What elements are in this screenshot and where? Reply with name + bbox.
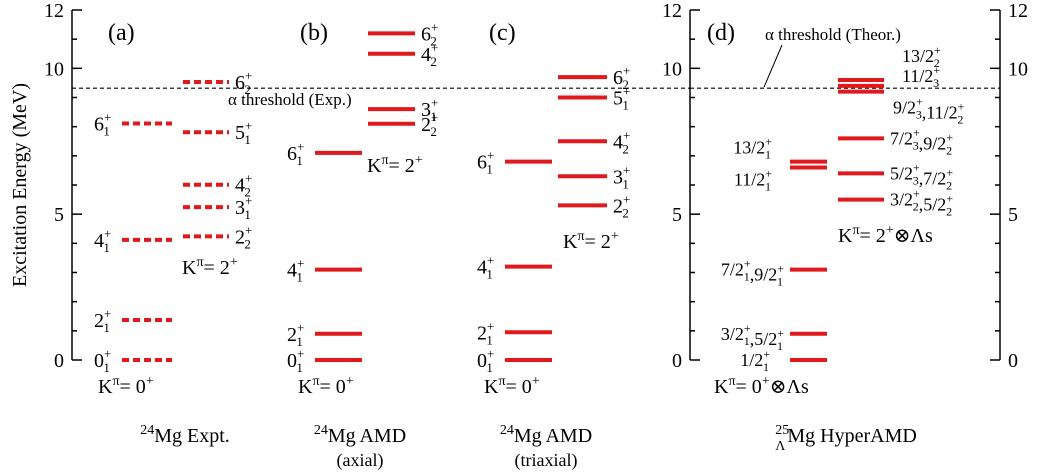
hyper-label-d-1-3: 9/2+ 3,11/2+ 2 xyxy=(893,95,965,127)
y-tick-label-right: 10 xyxy=(1008,58,1028,80)
y-tick-label-right: 5 xyxy=(1008,204,1018,226)
spin-label-b-0-0: 0+ 1 xyxy=(287,346,304,375)
panel-letter-c: (c) xyxy=(489,20,516,46)
spin-label-b-0-1: 2+ 1 xyxy=(287,320,304,349)
y-axis-label: Excitation Energy (MeV) xyxy=(9,83,31,287)
y-tick-label-left-1: 0 xyxy=(54,350,64,372)
spin-label-c-1-0: 2+ 2 xyxy=(613,191,630,220)
labels-layer: (a)24Mg Expt.Kπ= 0+0+ 12+ 14+ 16+ 1Kπ= 2+2+ 2… xyxy=(94,19,965,471)
hyper-label-d-1-2: 7/2+ 3,9/2+ 2 xyxy=(890,125,953,157)
band-label-d-1: Kπ= 2+⊗Λs xyxy=(838,223,933,247)
spin-label-c-0-0: 0+ 1 xyxy=(477,346,494,375)
panel-letter-a: (a) xyxy=(108,20,135,46)
band-label-a-1: Kπ= 2+ xyxy=(182,255,238,279)
threshold-pointer-theor xyxy=(763,44,783,88)
panel-subtitle-c: (triaxial) xyxy=(515,450,578,471)
band-label-c-1: Kπ= 2+ xyxy=(563,229,619,253)
y-tick-label-left-2: 0 xyxy=(672,350,682,372)
hyper-label-d-0-4: 13/2+ 1 xyxy=(733,135,772,162)
hyper-label-d-1-1: 5/2+ 3,7/2+ 2 xyxy=(890,160,953,192)
threshold-label-theor: α threshold (Theor.) xyxy=(765,25,901,44)
threshold-label-exp: α threshold (Exp.) xyxy=(228,90,352,109)
spin-label-a-0-2: 4+ 1 xyxy=(94,226,111,255)
panel-subtitle-b: (axial) xyxy=(337,450,384,471)
spin-label-a-1-1: 3+ 1 xyxy=(235,193,252,222)
y-tick-label-left-1: 12 xyxy=(44,0,64,22)
panel-title-b: 24Mg AMD xyxy=(314,423,406,447)
spin-label-c-1-2: 4+ 2 xyxy=(613,127,630,156)
y-tick-label-right: 0 xyxy=(1008,350,1018,372)
spin-label-b-0-3: 6+ 1 xyxy=(287,139,304,168)
spin-label-a-1-2: 4+ 2 xyxy=(235,171,252,200)
hyper-label-d-1-5: 13/2+ 2 xyxy=(902,43,941,70)
spin-label-b-1-0: 2+ 2 xyxy=(421,110,438,139)
panel-title-c: 24Mg AMD xyxy=(500,423,592,447)
spin-label-a-1-4: 6+ 2 xyxy=(235,68,252,97)
band-label-d-0: Kπ= 0+⊗Λs xyxy=(714,374,809,398)
y-tick-label-left-1: 10 xyxy=(44,58,64,80)
y-tick-label-left-2: 10 xyxy=(662,58,682,80)
spin-label-b-1-1: 3+ 1 xyxy=(421,95,438,124)
spin-label-c-0-1: 2+ 1 xyxy=(477,318,494,347)
panel-letter-b: (b) xyxy=(300,20,328,46)
hyper-label-d-0-2: 7/2+ 1,9/2+ 1 xyxy=(721,257,784,289)
spin-label-c-1-3: 5+ 1 xyxy=(613,84,630,113)
panel-title-d: 25 Λ Mg HyperAMD xyxy=(775,423,917,454)
spin-label-c-1-1: 3+ 1 xyxy=(613,162,630,191)
spin-label-c-0-2: 4+ 1 xyxy=(477,253,494,282)
band-label-a-0: Kπ= 0+ xyxy=(98,374,154,398)
y-tick-label-left-2: 12 xyxy=(662,0,682,22)
band-label-c-0: Kπ= 0+ xyxy=(484,374,540,398)
spin-label-b-0-2: 4+ 1 xyxy=(287,256,304,285)
spin-label-a-1-3: 5+ 1 xyxy=(235,118,252,147)
y-tick-label-right: 12 xyxy=(1008,0,1028,22)
band-label-b-0: Kπ= 0+ xyxy=(298,374,354,398)
spin-label-b-1-2: 4+ 2 xyxy=(421,40,438,69)
spin-label-b-1-3: 6+ 2 xyxy=(421,19,438,48)
hyper-label-d-1-4: 11/2+ 3 xyxy=(902,63,940,90)
hyper-label-d-0-3: 11/2+ 1 xyxy=(734,167,772,194)
y-tick-label-left-1: 5 xyxy=(54,204,64,226)
panel-title-a: 24Mg Expt. xyxy=(140,423,230,447)
band-label-b-1: Kπ= 2+ xyxy=(367,153,423,177)
spin-label-a-0-0: 0+ 1 xyxy=(94,346,111,375)
spin-label-a-0-1: 2+ 1 xyxy=(94,306,111,335)
panel-letter-d: (d) xyxy=(707,20,735,46)
hyper-label-d-0-0: 1/2+ 1 xyxy=(740,347,770,374)
spin-label-c-0-3: 6+ 1 xyxy=(477,148,494,177)
spin-label-c-1-4: 6+ 2 xyxy=(613,63,630,92)
spin-label-a-1-0: 2+ 2 xyxy=(235,222,252,251)
y-tick-label-left-2: 5 xyxy=(672,204,682,226)
levels-layer xyxy=(122,31,884,362)
threshold-layer: α threshold (Exp.) α threshold (Theor.) xyxy=(72,25,1000,109)
hyper-label-d-0-1: 3/2+ 1,5/2+ 1 xyxy=(721,321,784,353)
axes-layer: 0 5 10 12 0 5 10 12 0 5 10 12 xyxy=(44,0,1028,372)
hyper-label-d-1-0: 3/2+ 2,5/2+ 2 xyxy=(890,187,953,219)
spin-label-a-0-3: 6+ 1 xyxy=(94,109,111,138)
